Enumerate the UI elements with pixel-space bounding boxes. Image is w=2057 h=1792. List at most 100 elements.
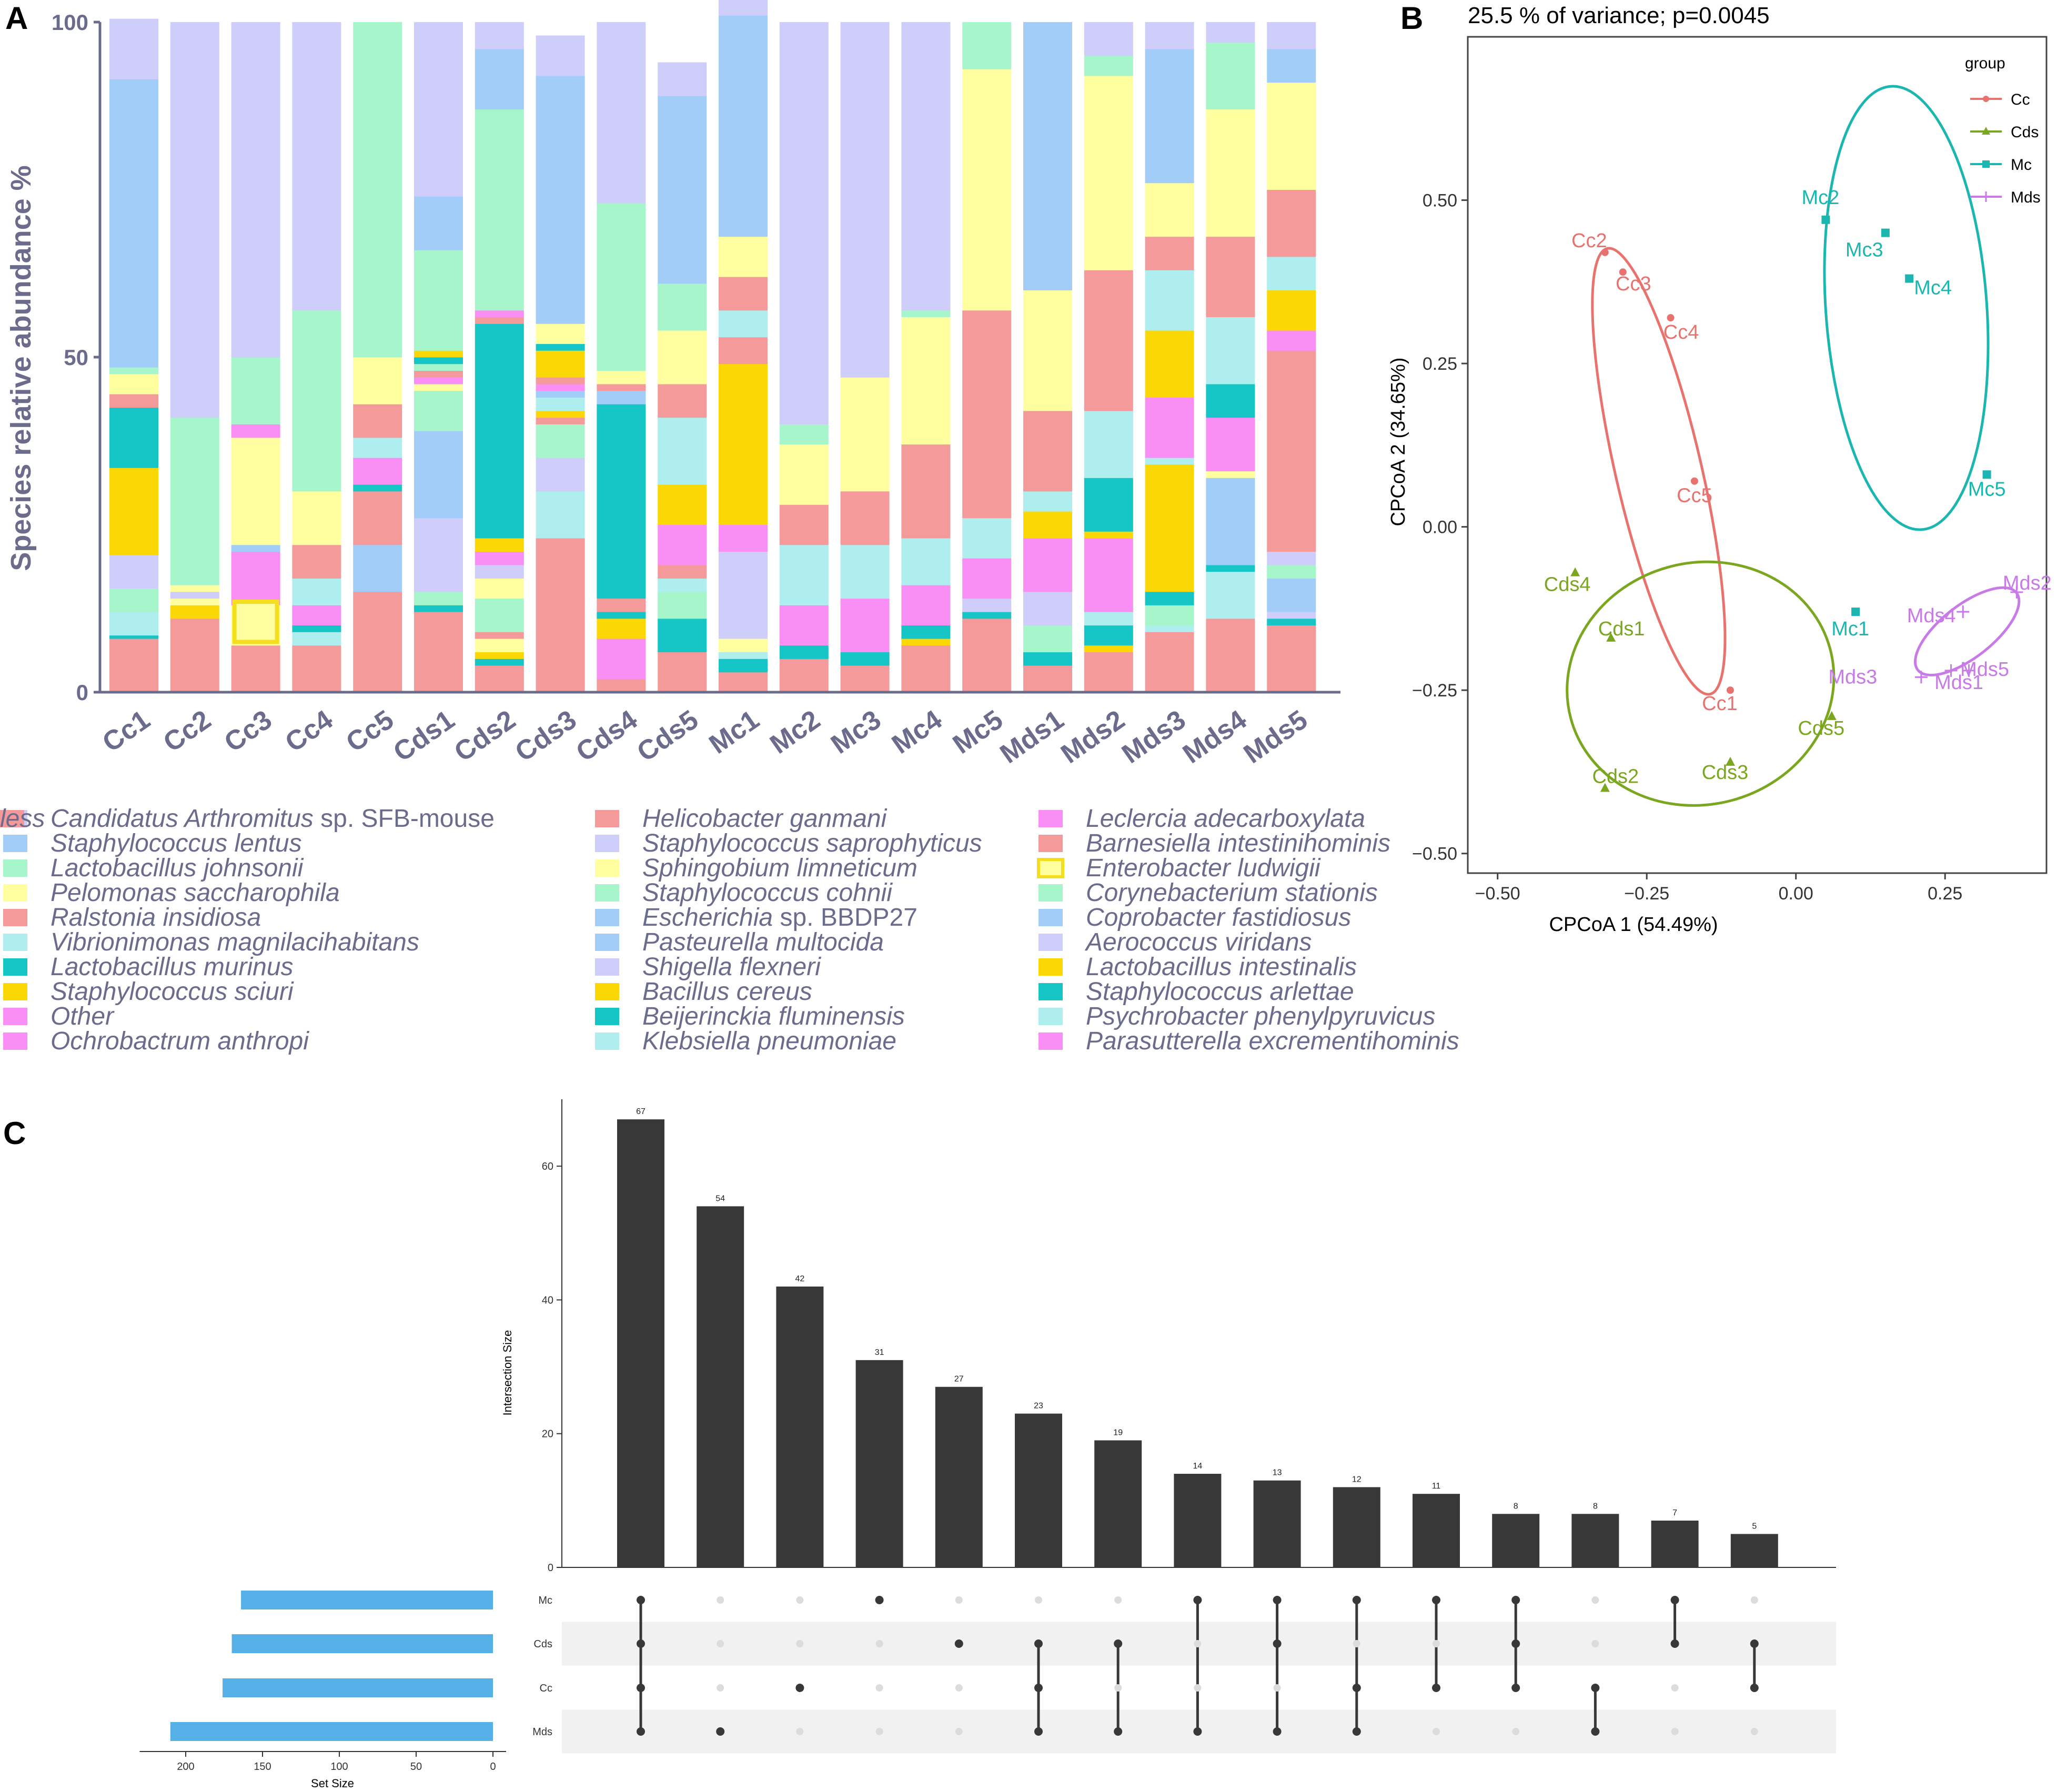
- bar-segment: [536, 417, 585, 424]
- bar-segment: [779, 645, 829, 659]
- legend-label: Mc: [2011, 156, 2032, 174]
- intersection-size-label: 8: [1514, 1502, 1518, 1511]
- bar-segment: [353, 484, 402, 492]
- matrix-dot-inactive: [875, 1684, 883, 1692]
- legend-swatch: [595, 1032, 619, 1050]
- bar-segment: [962, 612, 1012, 619]
- bar-segment: [1145, 632, 1194, 693]
- intersection-bar: [1413, 1494, 1460, 1567]
- legend-swatch: [595, 1008, 619, 1025]
- set-size-bar: [223, 1678, 493, 1697]
- bar-segment: [658, 578, 707, 592]
- bar-segment: [1267, 22, 1316, 49]
- matrix-dot-inactive: [1750, 1596, 1758, 1604]
- bar-segment: [1023, 625, 1072, 653]
- a-x-tick-label: Cc4: [280, 704, 338, 758]
- a-x-tick-label: Mds3: [1116, 704, 1191, 770]
- legend-swatch: [3, 909, 27, 926]
- a-x-tick-label: Cc3: [219, 704, 277, 758]
- set-size-tick-label: 150: [254, 1761, 271, 1773]
- bar-segment: [1206, 417, 1255, 472]
- intersection-size-label: 14: [1193, 1462, 1203, 1471]
- bar-segment: [536, 538, 585, 693]
- legend-label: Shigella flexneri: [642, 953, 821, 981]
- point-mc3: [1881, 228, 1890, 237]
- matrix-dot-inactive: [1035, 1596, 1042, 1604]
- bar-segment: [1084, 538, 1133, 612]
- matrix-dot-active: [1114, 1639, 1123, 1648]
- bar-segment: [1084, 410, 1133, 478]
- bar-segment: [840, 665, 890, 693]
- point-mds5: [1962, 664, 1975, 677]
- b-y-axis-title: CPCoA 2 (34.65%): [1387, 357, 1409, 526]
- matrix-dot-active: [1352, 1684, 1361, 1692]
- bar-segment: [901, 317, 951, 445]
- bar-segment: [1084, 625, 1133, 646]
- bar-cds1: [414, 22, 463, 693]
- bar-segment: [475, 323, 524, 539]
- bar-segment: [109, 635, 158, 639]
- bar-segment: [536, 424, 585, 458]
- bar-segment: [231, 544, 280, 552]
- legend-label: Coprobacter fastidiosus: [1086, 904, 1351, 932]
- intersection-bar: [776, 1287, 824, 1567]
- bar-segment: [536, 397, 585, 411]
- bar-segment: [475, 632, 524, 639]
- matrix-dot-active: [1273, 1596, 1282, 1604]
- bar-segment: [901, 444, 951, 539]
- bar-cc4: [292, 22, 341, 693]
- intersection-size-label: 42: [795, 1274, 805, 1283]
- point-mds4: [1957, 605, 1970, 619]
- bar-segment: [840, 598, 890, 653]
- legend-swatch: [1038, 1008, 1063, 1025]
- matrix-dot-active: [1193, 1727, 1202, 1736]
- ellipse-cc: [1591, 247, 1727, 696]
- matrix-dot-inactive: [1591, 1640, 1599, 1647]
- bar-segment: [658, 484, 707, 525]
- a-x-tick-label: Cds2: [449, 704, 521, 767]
- point-mc5: [1982, 470, 1991, 479]
- bar-segment: [901, 585, 951, 626]
- bar-segment: [414, 370, 463, 378]
- set-size-bar: [241, 1591, 493, 1609]
- set-name-label: Mds: [532, 1726, 552, 1738]
- b-x-tick-label: −0.25: [1624, 884, 1669, 904]
- bar-segment: [1145, 48, 1194, 184]
- point-cc4: [1667, 314, 1675, 322]
- matrix-dot-active: [875, 1596, 884, 1604]
- bar-segment: [658, 591, 707, 619]
- bar-segment: [597, 612, 646, 619]
- bar-segment: [840, 652, 890, 666]
- matrix-dot-inactive: [1433, 1640, 1440, 1647]
- matrix-dot-inactive: [875, 1728, 883, 1735]
- bar-segment: [475, 538, 524, 552]
- matrix-dot-inactive: [796, 1640, 804, 1647]
- bar-segment: [779, 504, 829, 545]
- bar-segment: [658, 652, 707, 693]
- bar-segment: [353, 357, 402, 404]
- bar-segment: [658, 618, 707, 632]
- panel-label-c: C: [3, 1116, 26, 1151]
- bar-segment: [1267, 564, 1316, 579]
- point-cc3: [1619, 268, 1627, 276]
- legend-label: Staphylococcus cohnii: [642, 879, 893, 907]
- bar-segment: [292, 491, 341, 545]
- bar-segment: [719, 236, 768, 277]
- legend-label: Lactobacillus intestinalis: [1086, 953, 1357, 981]
- intersection-size-label: 19: [1113, 1428, 1123, 1437]
- bar-segment: [475, 652, 524, 659]
- matrix-dot-active: [637, 1727, 645, 1736]
- matrix-dot-inactive: [1433, 1728, 1440, 1735]
- a-x-tick-label: Mc3: [825, 704, 886, 760]
- bar-segment: [719, 639, 768, 653]
- bar-segment: [719, 277, 768, 311]
- point-label: Mds5: [1960, 659, 2009, 681]
- intersection-size-label: 31: [875, 1348, 884, 1357]
- bar-segment: [779, 424, 829, 445]
- bar-segment: [536, 323, 585, 345]
- bar-segment: [658, 330, 707, 384]
- a-x-tick-label: Mds1: [995, 704, 1070, 770]
- matrix-dot-inactive: [717, 1640, 724, 1647]
- legend-label: Cc: [2011, 91, 2030, 108]
- legend-swatch: [595, 835, 619, 852]
